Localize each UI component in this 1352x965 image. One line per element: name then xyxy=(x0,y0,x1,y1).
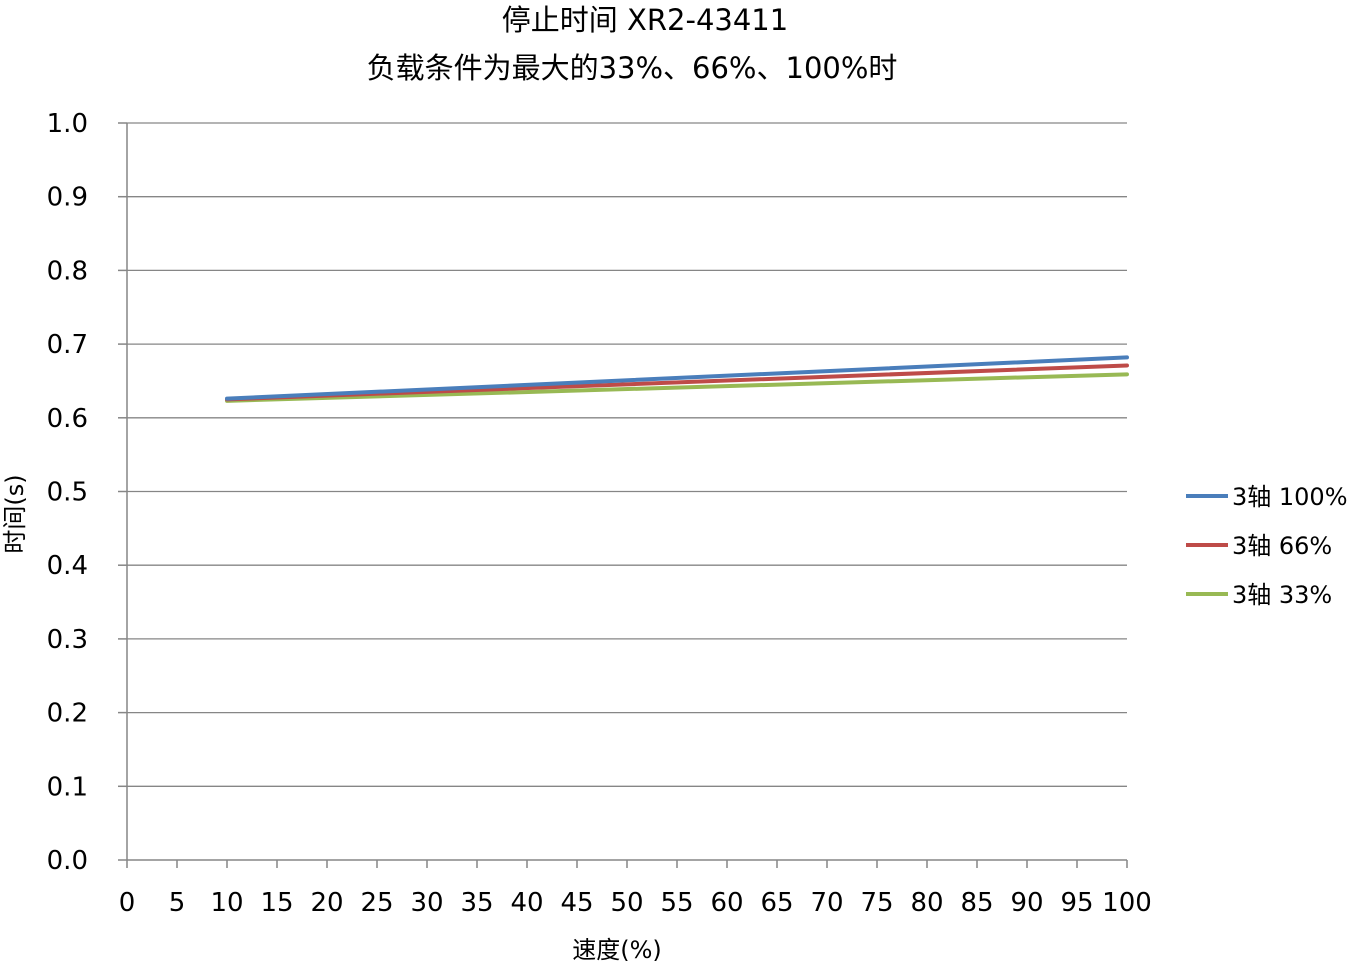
y-tick-label: 0.6 xyxy=(47,404,88,434)
axes xyxy=(118,122,1128,868)
x-tick-label: 40 xyxy=(510,888,543,918)
grid-lines xyxy=(127,122,1127,787)
y-tick-label: 0.8 xyxy=(47,256,88,286)
x-tick-label: 85 xyxy=(960,888,993,918)
y-tick-label: 0.0 xyxy=(47,846,88,876)
x-tick-label: 95 xyxy=(1060,888,1093,918)
x-tick-label: 60 xyxy=(710,888,743,918)
x-tick-label: 55 xyxy=(660,888,693,918)
y-tick-label: 0.3 xyxy=(47,625,88,655)
x-tick-label: 45 xyxy=(560,888,593,918)
x-tick-label: 5 xyxy=(169,888,186,918)
x-tick-label: 20 xyxy=(310,888,343,918)
x-axis-label: 速度(%) xyxy=(572,936,662,964)
y-tick-label: 0.5 xyxy=(47,478,88,508)
x-tick-label: 75 xyxy=(860,888,893,918)
x-tick-label: 0 xyxy=(119,888,136,918)
legend-label: 3轴 66% xyxy=(1232,532,1332,560)
series-line xyxy=(225,372,1129,403)
y-tick-label: 0.1 xyxy=(47,772,88,802)
x-tick-label: 10 xyxy=(210,888,243,918)
x-tick-label: 90 xyxy=(1010,888,1043,918)
y-tick-label: 0.4 xyxy=(47,551,88,581)
x-tick-label: 80 xyxy=(910,888,943,918)
series-line xyxy=(225,355,1129,401)
x-tick-label: 30 xyxy=(410,888,443,918)
legend: 3轴 100% 3轴 66% 3轴 33% xyxy=(1186,483,1348,609)
y-tick-label: 1.0 xyxy=(47,109,88,139)
y-axis-label: 时间(s) xyxy=(1,474,29,553)
x-tick-label: 35 xyxy=(460,888,493,918)
chart-subtitle: 负载条件为最大的33%、66%、100%时 xyxy=(367,51,898,85)
x-tick-label: 15 xyxy=(260,888,293,918)
x-tick-label: 25 xyxy=(360,888,393,918)
legend-label: 3轴 33% xyxy=(1232,581,1332,609)
legend-label: 3轴 100% xyxy=(1232,483,1348,511)
x-tick-label: 65 xyxy=(760,888,793,918)
y-tick-label: 0.7 xyxy=(47,330,88,360)
x-tick-label: 50 xyxy=(610,888,643,918)
y-tick-labels: 0.0 0.1 0.2 0.3 0.4 0.5 0.6 0.7 0.8 0.9 1.0 xyxy=(47,109,88,876)
x-tick-label: 70 xyxy=(810,888,843,918)
y-tick-label: 0.9 xyxy=(47,183,88,213)
x-tick-labels: 0 5 10 15 20 25 30 35 40 45 50 55 60 65 70 75 80 85 90 95 10… xyxy=(119,888,1152,918)
x-tick-label: 100 xyxy=(1102,888,1152,918)
chart-title: 停止时间 XR2-43411 xyxy=(502,3,788,37)
series-lines xyxy=(225,355,1129,403)
y-tick-label: 0.2 xyxy=(47,699,88,729)
